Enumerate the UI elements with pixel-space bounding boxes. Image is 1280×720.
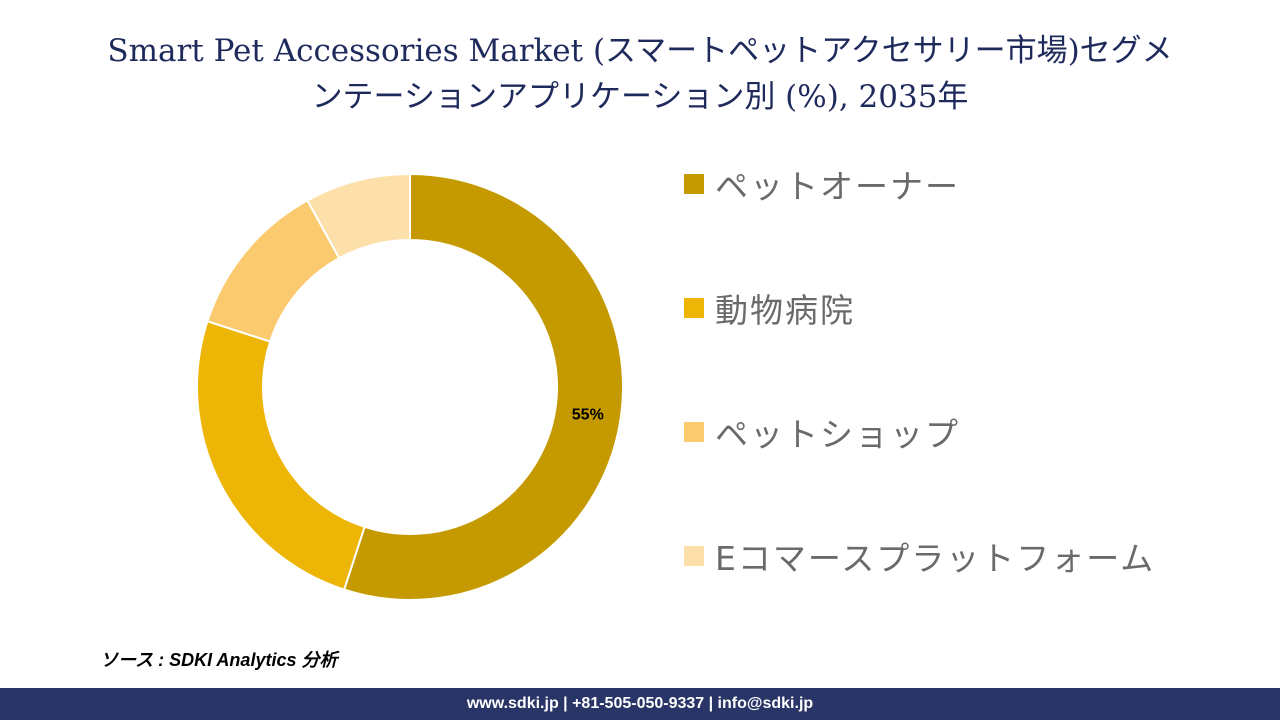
legend-item-3: ペットショップ [684, 408, 960, 456]
footer-contact: www.sdki.jp | +81-505-050-9337 | info@sd… [466, 695, 814, 712]
legend-swatch [684, 298, 704, 318]
legend-item-2: 動物病院 [684, 284, 855, 332]
legend-swatch [684, 546, 704, 566]
chart-title-line-1: Smart Pet Accessories Market (スマートペットアクセ… [107, 33, 1173, 69]
legend-label: ペットショップ [715, 415, 960, 454]
source-note: ソース : SDKI Analytics 分析 [100, 650, 338, 670]
donut-slice-1 [342, 172, 624, 601]
legend-item-4: Eコマースプラットフォーム [684, 532, 1155, 580]
legend-swatch [684, 422, 704, 442]
footer-bar: www.sdki.jp | +81-505-050-9337 | info@sd… [0, 688, 1280, 720]
donut-slice-4 [306, 172, 411, 260]
legend-label: ペットオーナー [715, 167, 960, 206]
legend-item-1: ペットオーナー [684, 160, 960, 208]
legend-label: 動物病院 [715, 291, 855, 330]
donut-slice-2 [196, 319, 366, 591]
chart-title-line-2: ンテーションアプリケーション別 (%), 2035年 [311, 79, 969, 115]
chart-title: Smart Pet Accessories Market (スマートペットアクセ… [0, 28, 1280, 120]
legend-label: Eコマースプラットフォーム [715, 539, 1156, 578]
legend-swatch [684, 174, 704, 194]
data-label-1: 55% [572, 406, 604, 423]
